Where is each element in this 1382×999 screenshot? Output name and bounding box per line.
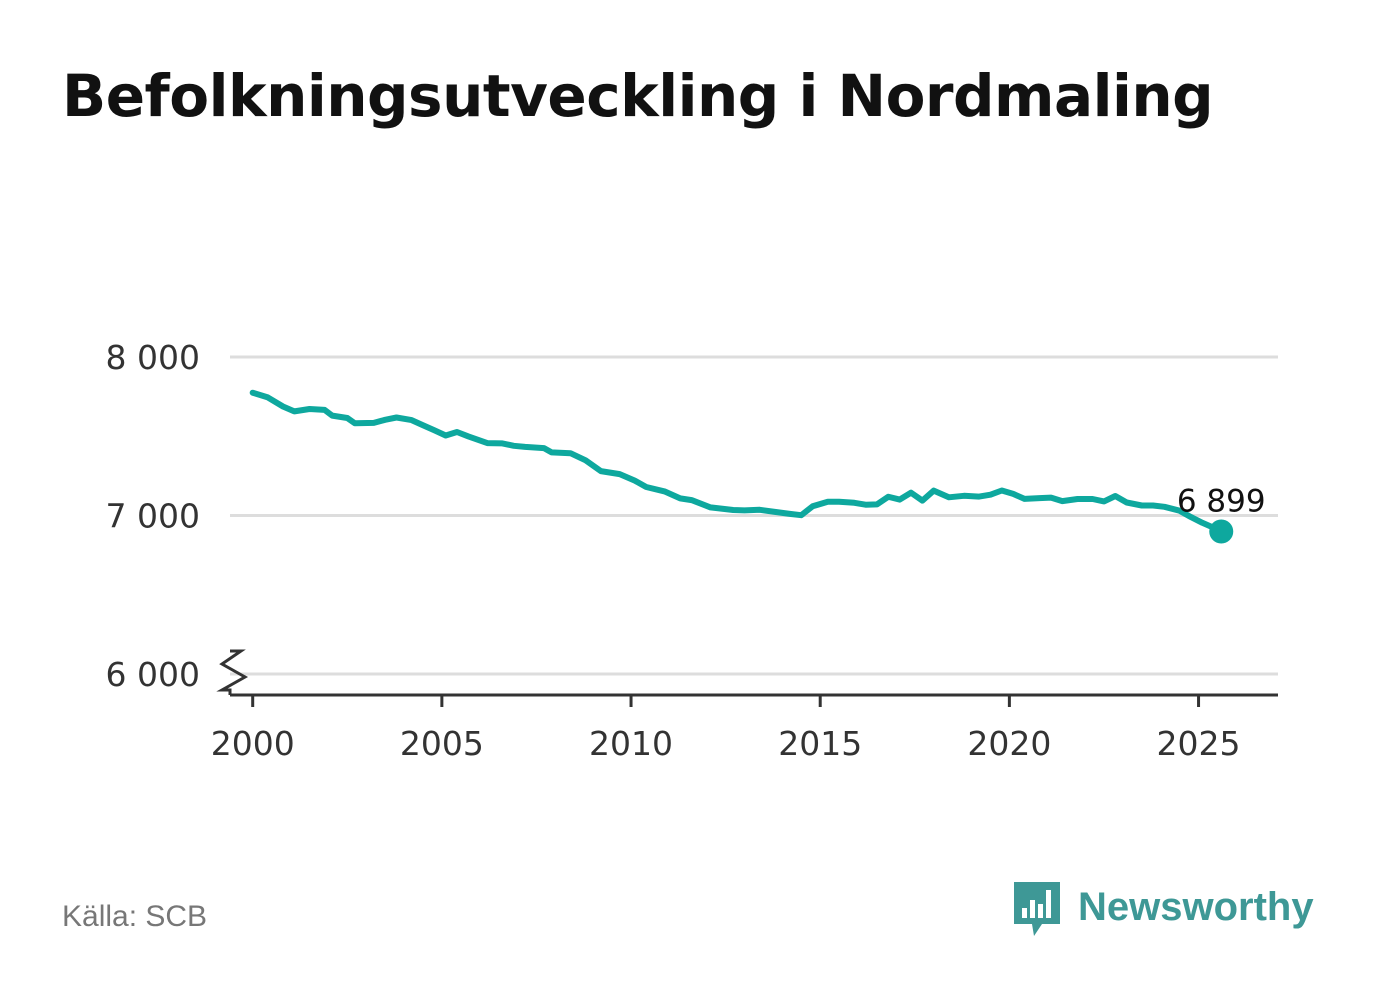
end-value-label: 6 899 xyxy=(1177,484,1266,520)
x-tick-label: 2000 xyxy=(211,724,295,763)
x-tick-label: 2020 xyxy=(967,724,1051,763)
newsworthy-logo-icon xyxy=(1014,882,1060,936)
x-tick-label: 2015 xyxy=(778,724,862,763)
annotations: 6 899 xyxy=(1177,484,1266,544)
series-line xyxy=(249,389,1225,535)
series-group xyxy=(249,389,1225,535)
x-tick-label: 2010 xyxy=(589,724,673,763)
gridlines xyxy=(230,355,1278,676)
y-tick-label: 7 000 xyxy=(106,497,200,536)
chart-title: Befolkningsutveckling i Nordmaling xyxy=(62,62,1214,130)
brand-logo: Newsworthy xyxy=(1012,880,1314,940)
x-tick-label: 2025 xyxy=(1157,724,1241,763)
y-tick-label: 6 000 xyxy=(106,655,200,694)
axis-break-zigzag xyxy=(216,649,249,695)
axis-break-marker xyxy=(216,649,249,695)
y-tick-label: 8 000 xyxy=(106,338,200,377)
y-axis-ticks: 6 000 7 000 8 000 xyxy=(106,338,200,694)
x-tick-label: 2005 xyxy=(400,724,484,763)
end-point-marker xyxy=(1209,519,1234,544)
x-axis: 2000 2005 2010 2015 2020 2025 xyxy=(211,693,1278,763)
source-label: Källa: SCB xyxy=(62,900,208,933)
brand-name: Newsworthy xyxy=(1078,884,1314,929)
